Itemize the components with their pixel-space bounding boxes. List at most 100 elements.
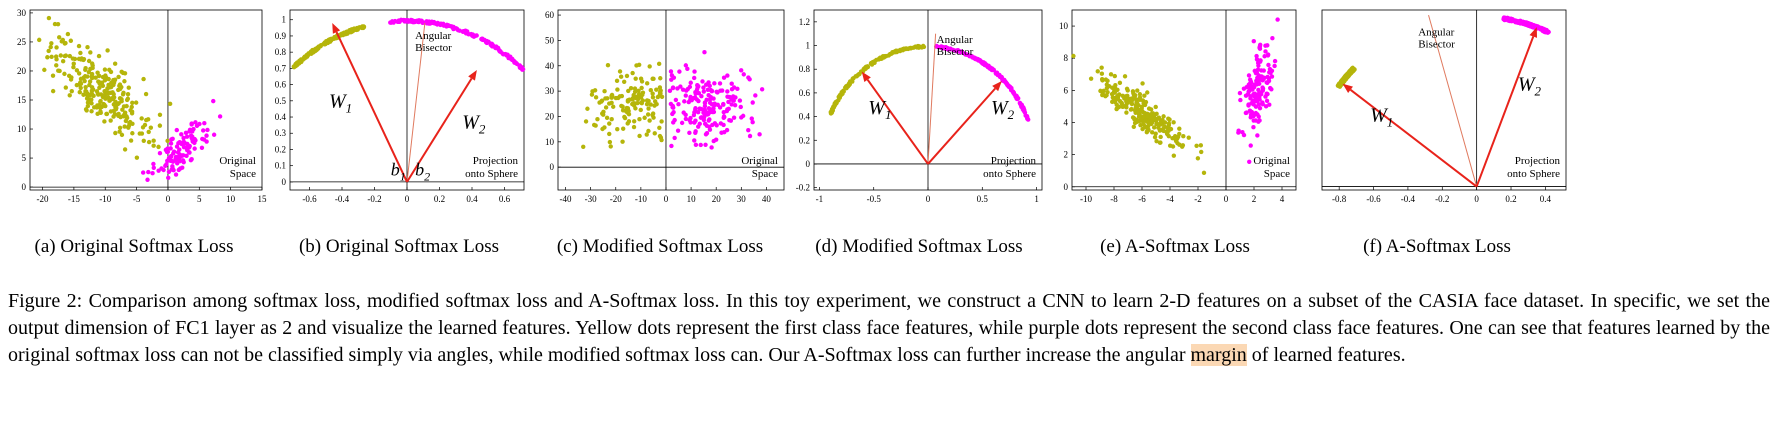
point-class-2 (1272, 58, 1278, 64)
point-class-2 (1253, 118, 1258, 123)
point-class-1 (648, 102, 653, 107)
point-class-1 (638, 107, 643, 113)
point-class-1 (644, 81, 650, 86)
plot-frame (1071, 9, 1297, 191)
x-tick-label: -8 (1110, 194, 1118, 204)
x-tick-label: -0.6 (1366, 194, 1381, 204)
point-class-2 (739, 68, 744, 73)
point-class-1 (657, 133, 663, 139)
x-tick-label: 0.4 (1540, 194, 1552, 204)
point-class-2 (159, 166, 164, 171)
point-class-1 (54, 57, 59, 62)
point-class-1 (644, 132, 649, 137)
point-class-2 (454, 26, 459, 31)
y-tick-label: 4 (1064, 118, 1069, 128)
point-class-2 (463, 28, 468, 33)
point-class-1 (836, 98, 841, 103)
weight-vector-2 (927, 87, 996, 165)
vector-arrowhead (468, 70, 477, 81)
point-class-2 (717, 81, 723, 86)
point-class-1 (1166, 121, 1172, 126)
point-class-2 (211, 98, 216, 104)
point-class-2 (1257, 105, 1263, 111)
point-class-1 (1186, 135, 1191, 140)
point-class-1 (1161, 124, 1167, 130)
point-class-2 (187, 143, 192, 149)
point-class-1 (124, 103, 129, 109)
x-tick-label: 10 (226, 194, 236, 204)
x-tick-label: 0 (166, 194, 171, 204)
point-class-1 (646, 98, 651, 104)
point-class-1 (86, 58, 92, 64)
point-class-1 (139, 131, 145, 136)
point-class-1 (70, 56, 76, 61)
point-class-1 (107, 67, 112, 73)
point-class-1 (54, 45, 59, 50)
point-class-2 (719, 130, 724, 135)
x-tick-label: 2 (1252, 194, 1257, 204)
point-class-1 (98, 99, 103, 104)
point-class-2 (726, 99, 731, 105)
point-class-1 (46, 15, 52, 21)
point-class-1 (1177, 142, 1182, 147)
point-class-2 (1508, 16, 1514, 21)
point-class-1 (105, 86, 110, 91)
plot-frame (557, 9, 785, 191)
x-tick-label: 10 (687, 194, 697, 204)
class-2-arc-points (388, 17, 526, 72)
vector-label-W1: W1 (868, 97, 891, 122)
point-class-2 (1241, 86, 1247, 91)
vector-label-W2: W2 (1518, 74, 1542, 99)
x-tick-label: 5 (197, 194, 202, 204)
point-class-2 (1246, 102, 1251, 107)
point-class-1 (52, 21, 58, 27)
point-class-2 (1266, 62, 1271, 68)
point-class-2 (197, 121, 202, 127)
point-class-2 (753, 93, 758, 98)
point-class-2 (741, 72, 746, 77)
point-class-2 (693, 90, 698, 95)
point-class-2 (173, 172, 179, 177)
point-class-1 (631, 119, 637, 124)
point-class-1 (1157, 121, 1163, 127)
point-class-1 (1099, 71, 1105, 76)
point-class-2 (429, 19, 434, 24)
point-class-1 (125, 91, 131, 97)
vector-label-W2: W2 (991, 97, 1015, 122)
point-class-1 (607, 139, 613, 145)
point-class-2 (673, 97, 679, 103)
point-class-2 (191, 126, 196, 132)
point-class-1 (106, 76, 111, 82)
point-class-2 (1248, 143, 1253, 148)
point-class-1 (1348, 70, 1353, 76)
point-class-1 (146, 129, 151, 135)
caption-text-end: of learned features. (1246, 344, 1406, 366)
point-class-2 (1244, 110, 1249, 115)
point-class-1 (614, 78, 620, 84)
point-class-1 (602, 88, 607, 94)
point-class-2 (680, 87, 686, 92)
point-class-1 (93, 75, 98, 80)
point-class-2 (184, 134, 190, 139)
point-class-2 (696, 90, 702, 96)
point-class-1 (1139, 104, 1145, 110)
point-class-2 (146, 169, 151, 175)
point-class-1 (100, 74, 106, 80)
point-class-1 (89, 75, 95, 81)
point-class-1 (146, 139, 152, 145)
y-tick-label: 0.8 (799, 64, 811, 74)
point-class-2 (724, 108, 730, 114)
point-class-2 (438, 21, 444, 26)
point-class-2 (667, 88, 673, 94)
point-class-1 (102, 119, 107, 124)
vector-arrowhead (332, 22, 341, 34)
point-class-1 (130, 131, 135, 136)
point-class-1 (1177, 126, 1182, 131)
point-class-1 (351, 26, 357, 31)
point-class-2 (180, 165, 185, 170)
x-tick-label: 0 (664, 194, 669, 204)
point-class-1 (116, 74, 121, 80)
point-class-2 (672, 135, 677, 141)
y-tick-label: 0.1 (275, 161, 286, 171)
